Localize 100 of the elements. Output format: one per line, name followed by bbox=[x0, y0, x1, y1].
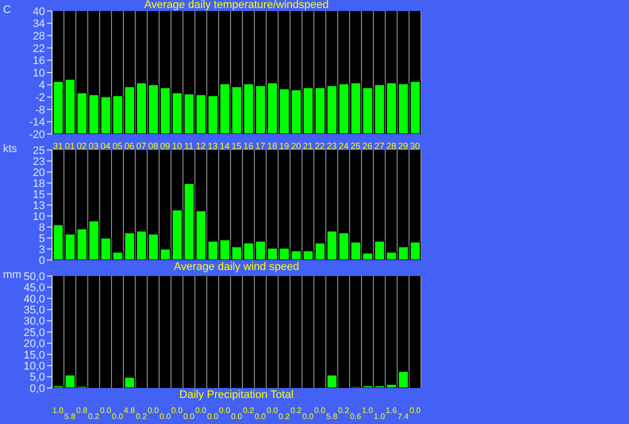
data-label: 4.8 bbox=[124, 406, 136, 415]
y-tick-label: 5,0 bbox=[30, 372, 45, 384]
y-tick-label: 40,0 bbox=[24, 293, 45, 306]
x-tick-label: 18 bbox=[267, 141, 278, 151]
y-axis-title: mm bbox=[3, 269, 22, 282]
x-tick-label: 17 bbox=[255, 141, 266, 151]
data-label: 0.0 bbox=[148, 406, 160, 415]
x-tick-label: 22 bbox=[314, 141, 325, 151]
data-label: 0.0 bbox=[266, 406, 278, 415]
data-label: 5.8 bbox=[64, 412, 76, 421]
data-label: 0.2 bbox=[290, 406, 302, 415]
y-tick-label: 28 bbox=[32, 30, 45, 43]
x-tick-label: 25 bbox=[350, 141, 361, 151]
y-tick-label: 34 bbox=[32, 18, 45, 30]
y-tick-label: 40 bbox=[32, 6, 45, 18]
data-label: 0.2 bbox=[278, 412, 290, 421]
data-label: 0.0 bbox=[183, 412, 195, 421]
data-label: 1.0 bbox=[362, 406, 374, 415]
y-tick-label: 4 bbox=[38, 80, 45, 92]
x-tick-label: 19 bbox=[279, 141, 290, 151]
y-axis-title: kts bbox=[3, 143, 18, 156]
data-label: 5.8 bbox=[326, 412, 338, 421]
x-tick-label: 07 bbox=[136, 141, 146, 151]
data-label: 0.8 bbox=[76, 406, 88, 415]
x-tick-label: 10 bbox=[172, 141, 182, 151]
y-tick-label: 13 bbox=[32, 200, 45, 212]
data-label: 0.0 bbox=[112, 412, 124, 421]
y-tick-label: 8 bbox=[38, 222, 45, 234]
x-axis-title: Daily Precipitation Total bbox=[178, 389, 295, 401]
y-tick-label: 0,0 bbox=[30, 382, 45, 395]
data-label: 1.0 bbox=[52, 406, 64, 415]
x-tick-label: 02 bbox=[76, 141, 87, 151]
y-tick-label: 5 bbox=[38, 232, 45, 245]
y-tick-label: 30,0 bbox=[24, 316, 45, 328]
y-tick-label: 50,0 bbox=[24, 270, 45, 283]
y-tick-label: 15,0 bbox=[24, 349, 45, 362]
data-label: 0.0 bbox=[254, 412, 266, 421]
y-tick-label: 23 bbox=[32, 156, 45, 168]
y-tick-label: 25,0 bbox=[24, 326, 45, 339]
x-axis-title: Average daily wind speed bbox=[172, 261, 300, 273]
data-label: 0.0 bbox=[171, 406, 184, 415]
x-tick-label: 26 bbox=[362, 141, 372, 151]
data-label: 0.0 bbox=[314, 406, 326, 415]
x-tick-label: 28 bbox=[386, 141, 396, 151]
y-tick-label: 45,0 bbox=[24, 282, 45, 294]
y-tick-label: 3 bbox=[38, 244, 45, 256]
x-tick-label: 05 bbox=[112, 141, 122, 151]
data-label: 0.0 bbox=[195, 406, 207, 415]
x-tick-label: 14 bbox=[220, 141, 230, 151]
y-tick-label: -8 bbox=[35, 104, 45, 116]
x-tick-label: 29 bbox=[398, 141, 408, 151]
data-label: 0.0 bbox=[230, 412, 243, 421]
x-tick-label: 24 bbox=[338, 141, 349, 151]
y-tick-label: -2 bbox=[35, 92, 45, 104]
data-label: 0.6 bbox=[350, 412, 362, 421]
x-tick-label: 27 bbox=[374, 141, 384, 151]
data-label: 1.6 bbox=[386, 406, 398, 415]
data-label: 7.4 bbox=[398, 412, 410, 421]
x-tick-label: 03 bbox=[88, 141, 99, 151]
x-tick-label: 31 bbox=[52, 141, 63, 151]
y-tick-label: -14 bbox=[29, 116, 45, 129]
data-label: 0.0 bbox=[100, 406, 112, 415]
y-tick-label: -20 bbox=[29, 128, 45, 141]
x-tick-label: 20 bbox=[291, 141, 302, 151]
y-tick-label: 10,0 bbox=[24, 360, 45, 373]
y-tick-label: 10 bbox=[32, 210, 45, 223]
y-tick-label: 35,0 bbox=[24, 304, 45, 317]
x-tick-label: 16 bbox=[243, 141, 254, 151]
x-tick-label: 30 bbox=[410, 141, 420, 151]
data-label: 0.2 bbox=[136, 412, 148, 421]
x-tick-label: 09 bbox=[160, 141, 170, 151]
y-tick-label: 20,0 bbox=[24, 338, 45, 350]
y-tick-label: 10 bbox=[32, 67, 45, 80]
x-tick-label: 08 bbox=[148, 141, 158, 151]
x-tick-label: 11 bbox=[184, 141, 194, 151]
y-tick-label: 18 bbox=[32, 178, 45, 190]
x-tick-label: 12 bbox=[196, 141, 206, 151]
data-label: 0.0 bbox=[207, 412, 219, 421]
x-tick-label: 01 bbox=[64, 141, 75, 151]
chart-title: Average daily temperature/windspeed bbox=[143, 0, 330, 11]
y-tick-label: 20 bbox=[32, 166, 45, 179]
x-tick-label: 04 bbox=[100, 141, 111, 151]
x-tick-label: 21 bbox=[302, 141, 313, 151]
data-label: 0.2 bbox=[88, 412, 100, 421]
y-axis-title: C bbox=[3, 4, 11, 17]
data-label: 1.0 bbox=[374, 412, 386, 421]
x-tick-label: 13 bbox=[208, 141, 218, 151]
data-label: 0.2 bbox=[242, 406, 255, 415]
y-tick-label: 22 bbox=[32, 42, 45, 55]
data-label: 0.2 bbox=[338, 406, 350, 415]
x-tick-label: 06 bbox=[124, 141, 134, 151]
x-tick-label: 23 bbox=[326, 141, 337, 151]
data-label: 0.0 bbox=[219, 406, 231, 415]
y-tick-label: 15 bbox=[32, 188, 45, 201]
data-label: 0.0 bbox=[160, 412, 172, 421]
data-label: 0.0 bbox=[302, 412, 314, 421]
data-label: 0.0 bbox=[409, 406, 422, 415]
x-tick-label: 15 bbox=[231, 141, 242, 151]
y-tick-label: 0 bbox=[38, 254, 45, 267]
y-tick-label: 16 bbox=[32, 55, 45, 68]
